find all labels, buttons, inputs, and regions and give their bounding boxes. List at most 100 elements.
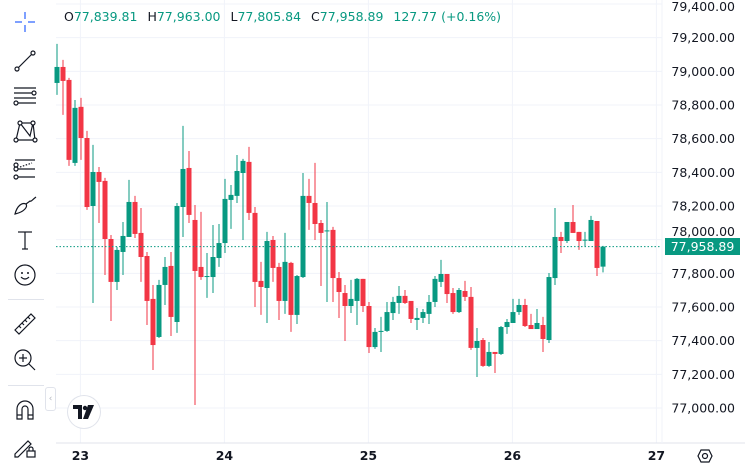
candle-down	[60, 59, 66, 115]
candle-down	[258, 261, 264, 315]
candle-up	[216, 224, 222, 267]
candle-down	[360, 278, 366, 313]
toolbar-separator	[8, 385, 44, 386]
candle-body	[366, 305, 372, 348]
zoom-in-tool[interactable]	[11, 346, 39, 374]
candle-body	[552, 236, 558, 279]
high-label: H	[147, 9, 157, 24]
candle-up	[588, 215, 594, 242]
candle-up	[516, 298, 522, 315]
candle-up	[510, 298, 516, 323]
price-tick-label: 79,400.00	[671, 0, 735, 14]
candle-body	[522, 304, 528, 327]
price-tick-label: 78,400.00	[671, 165, 735, 180]
crosshair-tool[interactable]	[11, 8, 39, 36]
candle-body	[126, 201, 132, 237]
forecast-icon	[13, 159, 35, 180]
candle-down	[594, 220, 600, 277]
candle-body	[60, 66, 66, 81]
candle-up	[486, 342, 492, 367]
time-tick-label: 25	[360, 448, 377, 463]
candle-body	[312, 202, 318, 225]
candle-body	[78, 106, 84, 138]
candle-body	[528, 325, 534, 330]
candle-body	[480, 339, 486, 366]
candle-down	[366, 301, 372, 353]
candle-down	[138, 208, 144, 282]
candle-down	[288, 261, 294, 332]
candle-down	[408, 300, 414, 323]
trend-line-tool[interactable]	[11, 47, 39, 75]
candle-up	[120, 221, 126, 276]
magnet-tool[interactable]	[11, 396, 39, 424]
candle-body	[510, 312, 516, 323]
candle-down	[144, 251, 150, 326]
price-tick-label: 77,600.00	[671, 300, 735, 315]
xabcd-pattern-icon	[13, 120, 38, 143]
candle-body	[132, 201, 138, 234]
candle-body	[198, 266, 204, 278]
candle-body	[144, 255, 150, 301]
brush-tool[interactable]	[11, 191, 39, 219]
time-axis[interactable]: 23 24 25 26 27	[72, 448, 665, 463]
candle-body	[306, 195, 312, 203]
candle-body	[90, 171, 96, 206]
candle-down	[108, 234, 114, 321]
candle-up	[378, 316, 384, 352]
candle-body	[168, 265, 174, 317]
zoom-in-icon	[14, 349, 36, 371]
candle-body	[420, 312, 426, 318]
candle-up	[156, 279, 162, 338]
candle-body	[300, 195, 306, 278]
settings-hexagon-icon	[697, 449, 713, 463]
candle-up	[426, 295, 432, 325]
candle-up	[222, 178, 228, 253]
time-tick-label: 26	[504, 448, 522, 463]
emoji-icon	[14, 264, 36, 286]
candle-body	[66, 79, 72, 160]
candle-body	[240, 160, 246, 174]
candle-down	[342, 284, 348, 342]
candle-body	[450, 293, 456, 313]
candle-down	[492, 351, 498, 373]
candle-up	[234, 154, 240, 203]
magnet-icon	[16, 400, 34, 420]
lock-drawings-tool[interactable]	[11, 433, 39, 461]
candle-down	[150, 284, 156, 370]
candle-body	[162, 266, 168, 285]
candle-body	[576, 231, 582, 242]
high-value: 77,963.00	[156, 9, 221, 24]
tradingview-logo[interactable]	[68, 396, 100, 428]
candle-up	[348, 279, 354, 314]
candle-body	[438, 274, 444, 282]
candle-down	[102, 177, 108, 276]
collapse-toolbar-button[interactable]: ‹	[45, 387, 56, 411]
candle-up	[546, 272, 552, 344]
forecast-tool[interactable]	[11, 155, 39, 183]
candle-body	[294, 276, 300, 315]
candle-body	[84, 137, 90, 208]
candle-up	[582, 231, 588, 247]
candle-down	[540, 316, 546, 352]
chart-settings-button[interactable]	[697, 448, 713, 468]
candle-body	[336, 278, 342, 293]
candle-down	[276, 262, 282, 320]
pattern-tool[interactable]	[11, 117, 39, 145]
candle-up	[420, 309, 426, 323]
candle-down	[246, 146, 252, 220]
candle-up	[438, 259, 444, 287]
candle-body	[324, 230, 330, 232]
candle-down	[462, 280, 468, 301]
candle-body	[330, 229, 336, 279]
candle-body	[588, 219, 594, 242]
price-axis[interactable]: 79,400.00 79,200.00 79,000.00 78,800.00 78,6…	[671, 0, 735, 416]
measure-tool[interactable]	[11, 310, 39, 338]
candle-up	[240, 158, 246, 241]
fib-tool[interactable]	[11, 82, 39, 110]
text-tool[interactable]	[11, 226, 39, 254]
emoji-tool[interactable]	[11, 261, 39, 289]
brush-icon	[14, 196, 37, 215]
candle-down	[312, 162, 318, 241]
candle-body	[564, 221, 570, 242]
